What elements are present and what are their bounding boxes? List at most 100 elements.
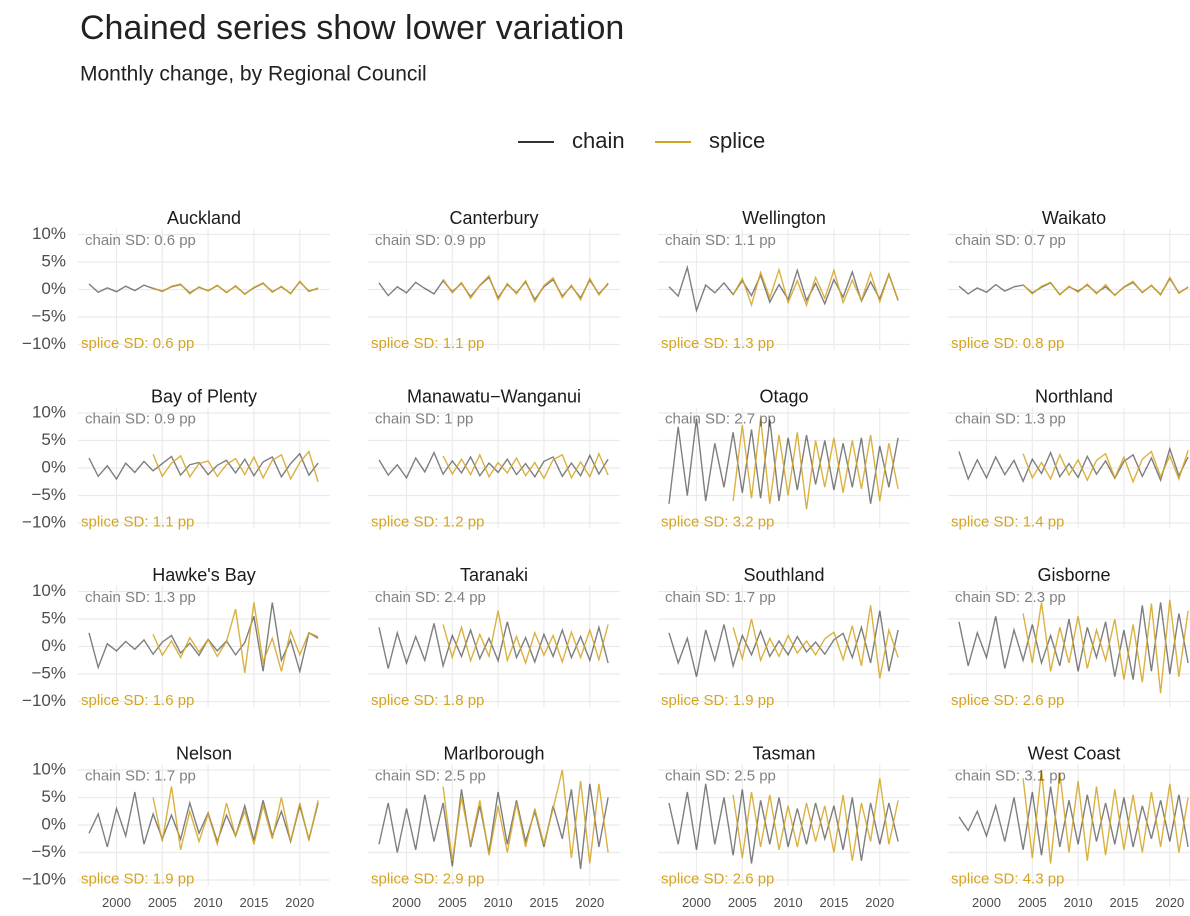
y-tick-label: −10% (22, 691, 66, 710)
x-tick-label: 2020 (865, 895, 894, 910)
strip-title: Taranaki (460, 565, 528, 585)
legend-label: chain (572, 128, 625, 153)
splice-sd-label: splice SD: 1.3 pp (661, 335, 774, 352)
series-line (88, 791, 319, 848)
series-line (1022, 275, 1189, 297)
x-tick-label: 2015 (239, 895, 268, 910)
splice-sd-label: splice SD: 1.1 pp (371, 335, 484, 352)
chain-sd-label: chain SD: 0.6 pp (85, 232, 196, 249)
chain-sd-label: chain SD: 3.1 pp (955, 767, 1066, 784)
y-tick-label: −5% (32, 306, 67, 325)
y-tick-label: 0% (41, 279, 66, 298)
chain-sd-label: chain SD: 2.5 pp (665, 767, 776, 784)
series-line (732, 267, 899, 308)
series-line (378, 621, 609, 669)
strip-title: Manawatu−Wanganui (407, 386, 581, 406)
splice-sd-label: splice SD: 1.9 pp (81, 870, 194, 887)
y-tick-label: 10% (32, 759, 66, 778)
strip-title: Gisborne (1037, 565, 1110, 585)
series-line (958, 602, 1189, 680)
strip-title: Northland (1035, 386, 1113, 406)
splice-sd-label: splice SD: 1.4 pp (951, 513, 1064, 530)
series-line (88, 602, 319, 675)
chain-sd-label: chain SD: 0.9 pp (375, 232, 486, 249)
y-tick-label: 0% (41, 636, 66, 655)
y-tick-label: 5% (41, 608, 66, 627)
splice-sd-label: splice SD: 4.3 pp (951, 870, 1064, 887)
x-tick-label: 2000 (682, 895, 711, 910)
series-line (442, 610, 609, 666)
strip-title: Hawke's Bay (152, 565, 255, 585)
chain-sd-label: chain SD: 0.7 pp (955, 232, 1066, 249)
x-tick-label: 2005 (438, 895, 467, 910)
series-line (1022, 450, 1189, 484)
y-tick-label: 10% (32, 581, 66, 600)
chain-sd-label: chain SD: 1.7 pp (85, 767, 196, 784)
y-tick-label: 10% (32, 224, 66, 243)
x-tick-label: 2005 (1018, 895, 1047, 910)
series-line (442, 769, 609, 864)
x-tick-label: 2005 (148, 895, 177, 910)
strip-title: Bay of Plenty (151, 386, 257, 406)
series-line (1022, 769, 1189, 864)
y-tick-label: 5% (41, 787, 66, 806)
series-line (732, 418, 899, 510)
series-line (152, 602, 319, 673)
series-line (668, 783, 899, 864)
splice-sd-label: splice SD: 3.2 pp (661, 513, 774, 530)
series-line (732, 778, 899, 861)
x-tick-label: 2000 (102, 895, 131, 910)
splice-sd-label: splice SD: 1.1 pp (81, 513, 194, 530)
strip-title: West Coast (1028, 743, 1121, 763)
splice-sd-label: splice SD: 2.6 pp (661, 870, 774, 887)
splice-sd-label: splice SD: 2.9 pp (371, 870, 484, 887)
y-tick-label: 10% (32, 402, 66, 421)
strip-title: Auckland (167, 208, 241, 228)
chain-sd-label: chain SD: 2.4 pp (375, 589, 486, 606)
splice-sd-label: splice SD: 1.6 pp (81, 692, 194, 709)
splice-sd-label: splice SD: 1.8 pp (371, 692, 484, 709)
x-tick-label: 2000 (392, 895, 421, 910)
series-line (378, 783, 609, 870)
y-tick-label: 0% (41, 457, 66, 476)
series-line (152, 280, 319, 296)
y-tick-label: 0% (41, 814, 66, 833)
strip-title: Southland (743, 565, 824, 585)
strip-title: Wellington (742, 208, 826, 228)
chain-sd-label: chain SD: 2.7 pp (665, 410, 776, 427)
legend-label: splice (709, 128, 765, 153)
y-tick-label: −10% (22, 512, 66, 531)
chart-title: Chained series show lower variation (80, 9, 624, 47)
strip-title: Nelson (176, 743, 232, 763)
strip-title: Otago (759, 386, 808, 406)
y-tick-label: 5% (41, 251, 66, 270)
splice-sd-label: splice SD: 1.9 pp (661, 692, 774, 709)
y-tick-label: 5% (41, 430, 66, 449)
series-line (378, 450, 609, 480)
chain-sd-label: chain SD: 1.7 pp (665, 589, 776, 606)
x-tick-label: 2010 (194, 895, 223, 910)
y-tick-label: −5% (32, 663, 67, 682)
chain-sd-label: chain SD: 1 pp (375, 410, 473, 427)
x-tick-label: 2020 (575, 895, 604, 910)
chain-sd-label: chain SD: 1.3 pp (85, 589, 196, 606)
x-tick-label: 2005 (728, 895, 757, 910)
series-line (732, 605, 899, 679)
series-line (668, 610, 899, 677)
x-tick-label: 2010 (484, 895, 513, 910)
chain-sd-label: chain SD: 1.1 pp (665, 232, 776, 249)
x-tick-label: 2015 (1109, 895, 1138, 910)
x-tick-label: 2020 (1155, 895, 1184, 910)
strip-title: Tasman (752, 743, 815, 763)
x-tick-label: 2000 (972, 895, 1001, 910)
y-tick-label: −5% (32, 842, 67, 861)
series-line (152, 450, 319, 483)
strip-title: Marlborough (443, 743, 544, 763)
series-line (958, 786, 1189, 856)
splice-sd-label: splice SD: 0.6 pp (81, 335, 194, 352)
series-line (152, 786, 319, 850)
y-tick-label: −10% (22, 869, 66, 888)
chain-sd-label: chain SD: 0.9 pp (85, 410, 196, 427)
splice-sd-label: splice SD: 0.8 pp (951, 335, 1064, 352)
